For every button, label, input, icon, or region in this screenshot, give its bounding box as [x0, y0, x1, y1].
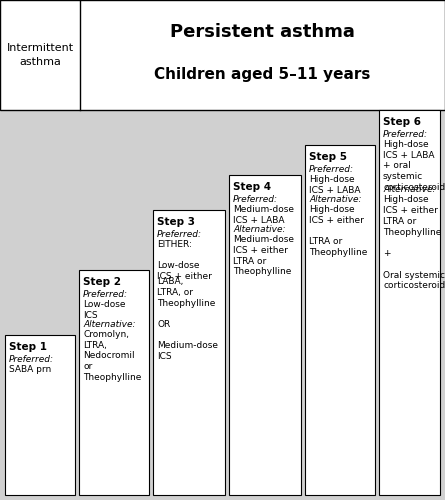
Text: Cromolyn,
LTRA,
Nedocromil
or
Theophylline: Cromolyn, LTRA, Nedocromil or Theophylli… [83, 330, 142, 382]
Text: Preferred:: Preferred: [157, 230, 202, 239]
Text: High-dose
ICS + either

LTRA or
Theophylline: High-dose ICS + either LTRA or Theophyll… [309, 205, 368, 257]
Text: Persistent asthma: Persistent asthma [170, 23, 355, 41]
Text: Alternative:: Alternative: [309, 195, 361, 204]
Text: High-dose
ICS + LABA
+ oral
systemic
corticosteroid: High-dose ICS + LABA + oral systemic cor… [383, 140, 445, 192]
Text: EITHER:

Low-dose
ICS + either: EITHER: Low-dose ICS + either [157, 240, 212, 281]
Bar [79, 270, 149, 495]
Bar [379, 110, 440, 495]
Bar [153, 210, 225, 495]
Text: Step 4: Step 4 [233, 182, 271, 192]
Bar [0, 0, 445, 110]
Bar [5, 335, 75, 495]
Text: Preferred:: Preferred: [233, 195, 278, 204]
Text: Medium-dose
ICS + either
LTRA or
Theophylline: Medium-dose ICS + either LTRA or Theophy… [233, 235, 294, 276]
Text: Alternative:: Alternative: [83, 320, 135, 329]
Text: Step 6: Step 6 [383, 117, 421, 127]
Text: Step 5: Step 5 [309, 152, 347, 162]
Text: Children aged 5–11 years: Children aged 5–11 years [154, 68, 371, 82]
Text: Preferred:: Preferred: [83, 290, 128, 299]
Text: Step 2: Step 2 [83, 277, 121, 287]
Bar [305, 145, 375, 495]
Text: Alternative:: Alternative: [383, 186, 436, 194]
Text: Step 3: Step 3 [157, 217, 195, 227]
Text: Preferred:: Preferred: [9, 355, 54, 364]
Text: Preferred:: Preferred: [309, 165, 354, 174]
Text: LABA,
LTRA, or
Theophylline

OR

Medium-dose
ICS: LABA, LTRA, or Theophylline OR Medium-do… [157, 277, 218, 361]
Text: High-dose
ICS + either
LTRA or
Theophylline

+

Oral systemic
corticosteroid: High-dose ICS + either LTRA or Theophyll… [383, 196, 445, 290]
Bar [229, 175, 301, 495]
Text: Alternative:: Alternative: [233, 225, 286, 234]
Text: Intermittent
asthma: Intermittent asthma [6, 44, 73, 66]
Text: Preferred:: Preferred: [383, 130, 428, 139]
Bar [0, 110, 445, 500]
Text: SABA prn: SABA prn [9, 365, 51, 374]
Text: Step 1: Step 1 [9, 342, 47, 352]
Text: High-dose
ICS + LABA: High-dose ICS + LABA [309, 175, 360, 195]
Text: Low-dose
ICS: Low-dose ICS [83, 300, 125, 320]
Text: Medium-dose
ICS + LABA: Medium-dose ICS + LABA [233, 205, 294, 225]
